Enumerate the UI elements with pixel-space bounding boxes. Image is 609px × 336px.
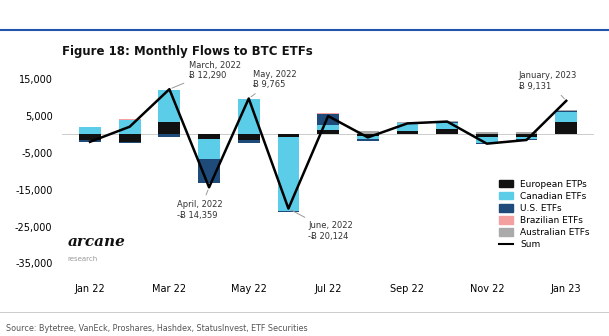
Bar	[396, 122, 418, 123]
Bar	[158, 90, 180, 122]
Bar	[436, 121, 458, 122]
Bar	[357, 134, 379, 136]
Text: March, 2022
Ƀ 12,290: March, 2022 Ƀ 12,290	[172, 60, 241, 88]
Bar	[396, 123, 418, 131]
Bar	[555, 111, 577, 112]
Bar	[357, 139, 379, 141]
Bar	[555, 122, 577, 134]
Bar	[158, 122, 180, 134]
Bar	[317, 125, 339, 130]
Bar	[436, 122, 458, 123]
Text: January, 2023
Ƀ 9,131: January, 2023 Ƀ 9,131	[519, 71, 577, 99]
Bar	[555, 112, 577, 122]
Text: arcane: arcane	[68, 235, 125, 249]
Text: Source: Bytetree, VanEck, Proshares, Hashdex, StatusInvest, ETF Securities: Source: Bytetree, VanEck, Proshares, Has…	[6, 324, 308, 333]
Bar	[555, 110, 577, 111]
Bar	[79, 127, 101, 134]
Bar	[238, 140, 259, 143]
Text: Figure 18: Monthly Flows to BTC ETFs: Figure 18: Monthly Flows to BTC ETFs	[62, 45, 313, 58]
Bar	[516, 137, 538, 139]
Bar	[436, 129, 458, 134]
Bar	[357, 131, 379, 134]
Bar	[238, 99, 259, 134]
Bar	[198, 139, 220, 159]
Bar	[436, 123, 458, 129]
Bar	[317, 114, 339, 125]
Bar	[516, 134, 538, 137]
Bar	[238, 134, 259, 140]
Text: April, 2022
-Ƀ 14,359: April, 2022 -Ƀ 14,359	[177, 190, 223, 220]
Text: research: research	[68, 256, 98, 262]
Bar	[158, 89, 180, 90]
Bar	[516, 132, 538, 134]
Bar	[476, 137, 498, 143]
Bar	[119, 120, 141, 134]
Bar	[119, 134, 141, 142]
Bar	[79, 140, 101, 142]
Legend: European ETPs, Canadian ETFs, U.S. ETFs, Brazilian ETFs, Australian ETFs, Sum: European ETPs, Canadian ETFs, U.S. ETFs,…	[499, 180, 590, 250]
Text: June, 2022
-Ƀ 20,124: June, 2022 -Ƀ 20,124	[291, 210, 353, 241]
Bar	[198, 134, 220, 139]
Bar	[396, 131, 418, 134]
Bar	[317, 130, 339, 134]
Bar	[476, 143, 498, 144]
Bar	[278, 137, 300, 211]
Bar	[476, 132, 498, 134]
Bar	[476, 134, 498, 137]
Text: May, 2022
Ƀ 9,765: May, 2022 Ƀ 9,765	[251, 70, 297, 97]
Bar	[357, 136, 379, 139]
Bar	[158, 134, 180, 137]
Bar	[278, 134, 300, 137]
Bar	[198, 159, 220, 183]
Bar	[79, 134, 101, 140]
Bar	[119, 119, 141, 120]
Bar	[278, 211, 300, 212]
